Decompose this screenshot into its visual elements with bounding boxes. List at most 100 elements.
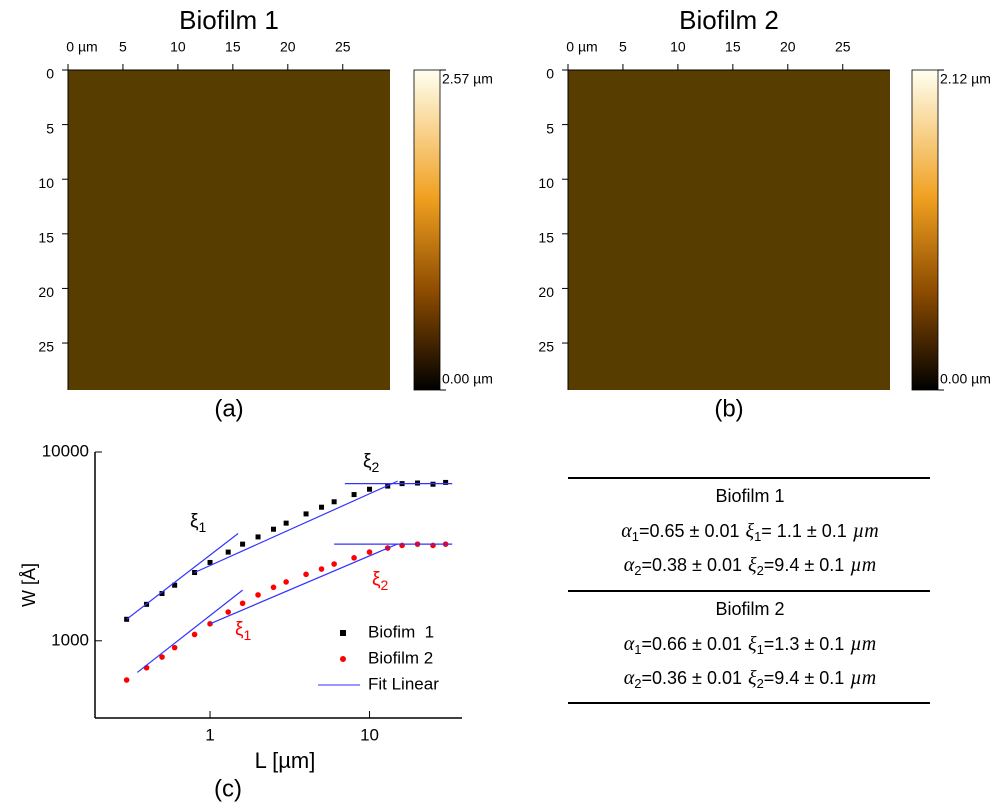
- y-tick-label: 5: [46, 120, 54, 136]
- y-axis-label: W [Å]: [19, 563, 39, 607]
- y-tick-label: 0: [546, 66, 554, 82]
- legend-marker: [340, 630, 346, 636]
- data-point: [207, 559, 213, 565]
- annotation-symbol: ξ: [372, 569, 381, 590]
- data-point: [239, 600, 246, 607]
- data-point: [430, 481, 436, 487]
- table-cell: 1: [634, 642, 641, 657]
- table-cell: 1: [757, 642, 764, 657]
- table-cell: =9.4 ± 0.1: [764, 668, 844, 688]
- table-cell: α: [621, 520, 632, 542]
- colorbar-label: 0.00 µm: [940, 371, 991, 387]
- data-point: [159, 591, 165, 597]
- table-cell: 2: [634, 676, 641, 691]
- data-point: [270, 584, 277, 591]
- data-point: [303, 571, 309, 578]
- panel-label: (c): [214, 775, 242, 802]
- data-point: [240, 541, 246, 547]
- table-row: α1=0.66 ± 0.01 ξ1=1.3 ± 0.1 µm: [624, 633, 876, 658]
- x-tick-label: 5: [119, 39, 127, 55]
- table-cell: µm: [850, 554, 876, 576]
- table-row: α1=0.65 ± 0.01 ξ1= 1.1 ± 0.1 µm: [621, 520, 878, 545]
- table-row: α2=0.38 ± 0.01 ξ2=9.4 ± 0.1 µm: [624, 554, 876, 579]
- chart-title: Biofilm 1: [179, 5, 279, 35]
- data-point: [367, 486, 373, 492]
- table-cell: = 1.1 ± 0.1: [761, 521, 846, 541]
- y-tick-label: 20: [38, 284, 54, 300]
- table-cell: µm: [853, 520, 879, 542]
- chart-title: Biofilm 2: [679, 5, 779, 35]
- data-point: [283, 520, 289, 526]
- data-point: [255, 592, 261, 598]
- annotation-symbol: ξ: [363, 451, 372, 472]
- data-point: [271, 526, 277, 532]
- data-point: [366, 549, 373, 555]
- x-tick-label: 20: [780, 39, 796, 55]
- fit-line: [194, 480, 398, 574]
- panel-label: (a): [214, 395, 243, 422]
- x-tick-label: 0 µm: [66, 39, 97, 55]
- data-point: [171, 644, 178, 651]
- y-tick-label: 10000: [42, 441, 89, 460]
- x-tick-label: 0 µm: [566, 39, 597, 55]
- x-tick-label: 20: [280, 39, 296, 55]
- table-cell: 1: [754, 529, 761, 544]
- data-point: [331, 561, 337, 567]
- y-tick-label: 0: [46, 66, 54, 82]
- table-cell: α: [624, 554, 635, 576]
- y-tick-label: 1000: [51, 630, 89, 649]
- table-cell: =9.4 ± 0.1: [764, 555, 844, 575]
- annotation: ξ1: [190, 511, 207, 535]
- table-cell: 2: [757, 563, 764, 578]
- y-tick-label: 15: [38, 230, 54, 246]
- x-tick-label: 15: [725, 39, 741, 55]
- table-cell: =0.36 ± 0.01: [642, 668, 742, 688]
- table-cell: 2: [634, 563, 641, 578]
- panel-label: (b): [714, 395, 743, 422]
- colorbar-label: 0.00 µm: [442, 371, 493, 387]
- x-tick-label: 25: [335, 39, 351, 55]
- table-cell: =0.38 ± 0.01: [642, 555, 742, 575]
- data-point: [351, 492, 357, 498]
- x-tick-label: 1: [205, 725, 214, 744]
- annotation: ξ2: [372, 569, 389, 593]
- annotation-subscript: 1: [244, 627, 252, 643]
- data-point: [318, 566, 325, 572]
- data-point: [191, 631, 198, 638]
- data-point: [430, 542, 436, 549]
- data-point: [123, 677, 130, 683]
- legend-label: Biofilm 2: [368, 648, 433, 667]
- y-tick-label: 15: [538, 230, 554, 246]
- x-tick-label: 5: [619, 39, 627, 55]
- data-point: [415, 480, 421, 486]
- table-cell: α: [624, 667, 635, 689]
- afm-image: [68, 70, 390, 390]
- data-point: [351, 555, 357, 561]
- data-point: [303, 511, 309, 517]
- annotation: ξ1: [235, 619, 252, 643]
- data-point: [225, 609, 232, 615]
- data-point: [319, 504, 325, 510]
- afm-image: [568, 70, 890, 390]
- colorbar: [413, 69, 441, 391]
- colorbar-label: 2.12 µm: [940, 71, 991, 87]
- y-tick-label: 10: [538, 175, 554, 191]
- legend-marker: [340, 656, 346, 662]
- data-point: [225, 549, 231, 555]
- table-cell: =0.66 ± 0.01: [642, 634, 742, 654]
- data-point: [331, 499, 337, 505]
- y-tick-label: 25: [538, 339, 554, 355]
- annotation-subscript: 2: [381, 577, 389, 593]
- table-cell: µm: [850, 667, 876, 689]
- table-cell: 2: [757, 676, 764, 691]
- colorbar-label: 2.57 µm: [442, 71, 493, 87]
- table-group-title: Biofilm 1: [715, 486, 784, 506]
- table-cell: ξ: [748, 633, 757, 655]
- annotation-symbol: ξ: [190, 511, 199, 532]
- x-tick-label: 10: [360, 725, 379, 744]
- fit-line: [209, 543, 398, 625]
- annotation-subscript: 1: [199, 519, 207, 535]
- x-tick-label: 10: [170, 39, 186, 55]
- x-tick-label: 15: [225, 39, 241, 55]
- table-cell: 1: [632, 529, 639, 544]
